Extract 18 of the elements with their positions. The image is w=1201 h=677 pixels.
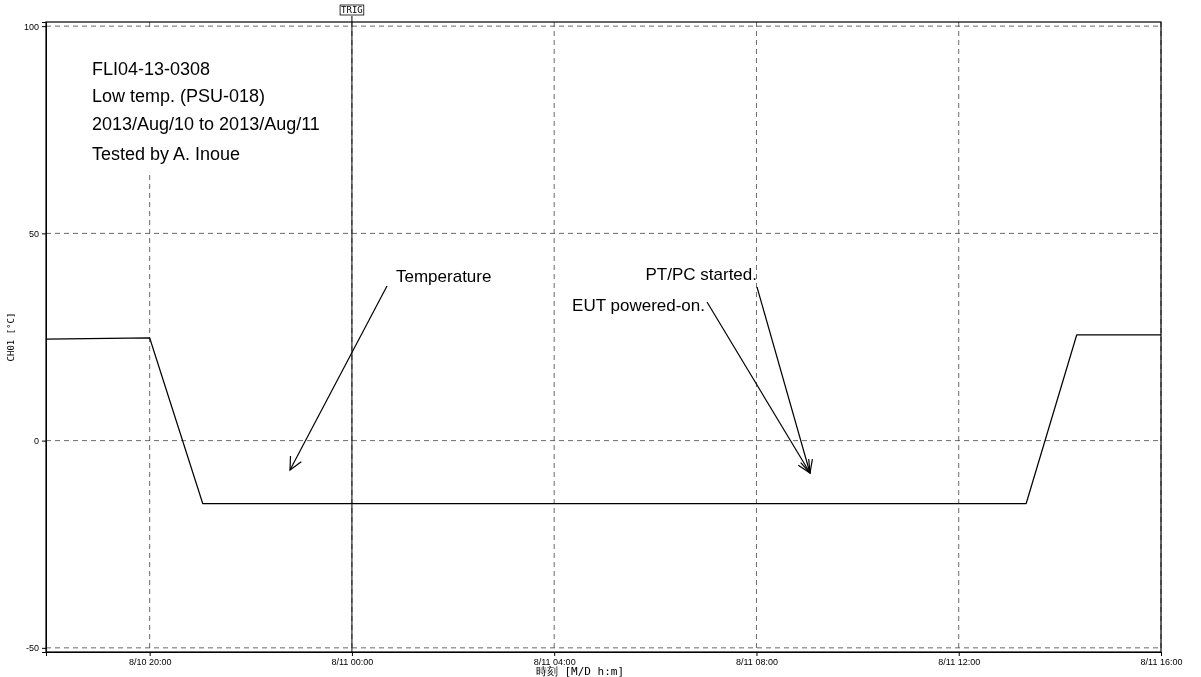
annotation: PT/PC started. bbox=[645, 265, 757, 284]
x-tick-label: 8/11 00:00 bbox=[331, 657, 374, 668]
x-tick-label: 8/11 16:00 bbox=[1140, 657, 1183, 668]
y-tick-label: 100 bbox=[23, 21, 39, 32]
annotation: Low temp. (PSU-018) bbox=[92, 86, 266, 106]
y-axis-title: CH01 [°C] bbox=[6, 312, 16, 362]
x-tick-label: 8/11 08:00 bbox=[736, 657, 778, 668]
annotation: Temperature bbox=[396, 267, 492, 286]
annotation: EUT powered-on. bbox=[572, 296, 705, 315]
y-tick-label: 0 bbox=[33, 436, 39, 446]
y-tick-label: 50 bbox=[28, 228, 39, 239]
x-axis-title: 時刻 [M/D h:m] bbox=[535, 665, 625, 677]
y-tick-label: -50 bbox=[25, 643, 39, 654]
annotation: Tested by A. Inoue bbox=[92, 144, 241, 164]
x-tick-label: 8/10 20:00 bbox=[128, 657, 172, 668]
annotation: FLI04-13-0308 bbox=[92, 59, 211, 79]
x-tick-label: 8/11 12:00 bbox=[938, 657, 981, 668]
annotation: 2013/Aug/10 to 2013/Aug/11 bbox=[92, 114, 320, 134]
